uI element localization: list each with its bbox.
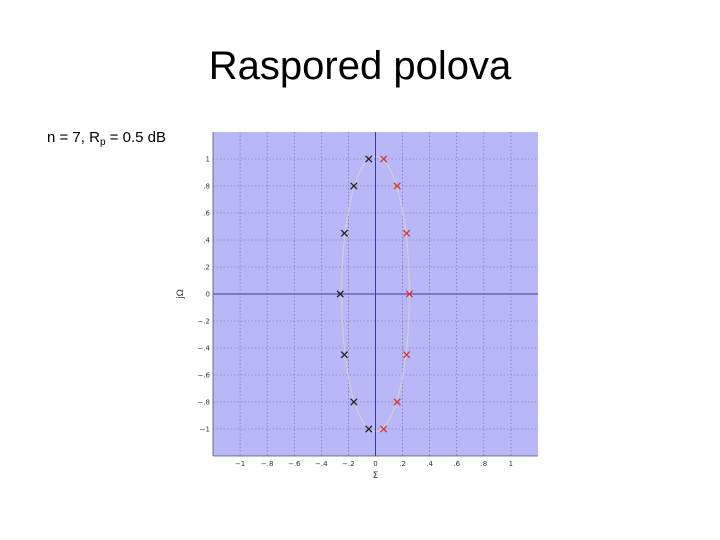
pole-marker-stroke (405, 290, 414, 298)
y-tick-label: 0 (206, 291, 210, 299)
x-tick-labels: −1 −.8 −.6 −.4 −.2 0 .2 .4 .6 .8 1 (235, 460, 513, 468)
x-tick-label: .4 (426, 460, 433, 468)
x-tick-label: −1 (235, 460, 245, 468)
pole-marker (393, 182, 401, 190)
y-tick-label: .8 (203, 183, 210, 191)
x-tick-label: .2 (399, 460, 406, 468)
pole-marker (365, 155, 373, 163)
y-tick-label: 1 (206, 156, 210, 164)
y-axis-label: jΩ (176, 289, 186, 300)
y-tick-label: −.6 (197, 372, 210, 380)
y-tick-label: .6 (203, 210, 210, 218)
pole-marker-stroke (365, 425, 373, 433)
pole-marker-stroke (379, 425, 388, 433)
pole-marker (350, 182, 358, 190)
pole-marker-stroke (340, 351, 349, 359)
axes (212, 132, 538, 457)
pole-marker-stroke (393, 398, 401, 406)
x-tick-label: .6 (453, 460, 460, 468)
pole-marker-stroke (336, 290, 344, 298)
x-tick-label: −.8 (261, 460, 274, 468)
pole-marker (340, 351, 349, 359)
pole-marker-stroke (379, 155, 388, 163)
pole-marker (365, 425, 373, 433)
pole-marker (350, 398, 358, 406)
x-tick-label: −.6 (288, 460, 301, 468)
pole-marker-stroke (340, 229, 349, 237)
y-tick-label: −1 (200, 426, 210, 434)
pole-marker-stroke (402, 351, 411, 359)
y-tick-labels: −1 −.8 −.6 −.4 −.2 0 .2 .4 .6 .8 1 (197, 156, 210, 434)
filter-parameters: n = 7, Rp = 0.5 dB (47, 129, 166, 148)
pole-marker-stroke (350, 398, 358, 406)
pole-marker-stroke (365, 155, 373, 163)
y-tick-label: .2 (203, 264, 210, 272)
x-tick-label: −.4 (315, 460, 328, 468)
slide-title: Raspored polova (208, 44, 512, 88)
x-tick-label: .8 (480, 460, 487, 468)
pole-marker (379, 425, 388, 433)
pole-marker-stroke (402, 229, 411, 237)
pole-marker (336, 290, 344, 298)
subtitle-subscript: p (99, 137, 106, 148)
pole-marker (393, 398, 401, 406)
y-tick-label: −.4 (197, 345, 210, 353)
y-tick-label: −.8 (197, 399, 210, 407)
pole-marker (379, 155, 388, 163)
x-tick-label: 0 (373, 460, 377, 468)
pole-marker (402, 351, 411, 359)
x-axis-label: Σ (373, 471, 379, 481)
pole-marker (405, 290, 414, 298)
pole-markers (336, 155, 414, 433)
pole-marker (340, 229, 349, 237)
y-tick-label: −.2 (197, 318, 210, 326)
subtitle-prefix: n = 7, R (47, 129, 100, 146)
pole-marker-stroke (350, 182, 358, 190)
x-tick-label: 1 (509, 460, 513, 468)
x-tick-label: −.2 (342, 460, 355, 468)
subtitle-suffix: = 0.5 dB (105, 129, 166, 146)
pole-marker-stroke (393, 182, 401, 190)
y-tick-label: .4 (203, 237, 210, 245)
pole-marker (402, 229, 411, 237)
